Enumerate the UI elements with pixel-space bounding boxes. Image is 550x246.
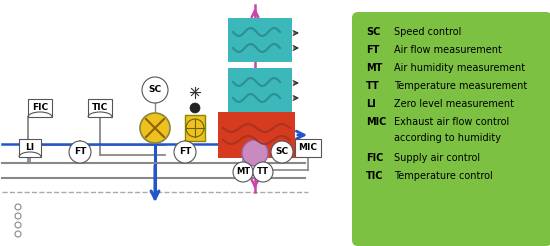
Circle shape <box>242 140 268 166</box>
Bar <box>228 68 292 112</box>
Circle shape <box>233 162 253 182</box>
Text: FIC: FIC <box>32 104 48 112</box>
Circle shape <box>140 113 170 143</box>
Text: Supply air control: Supply air control <box>394 153 480 163</box>
Text: TT: TT <box>257 168 269 176</box>
Circle shape <box>15 204 21 210</box>
Text: Speed control: Speed control <box>394 27 461 37</box>
Text: FIC: FIC <box>366 153 383 163</box>
Text: according to humidity: according to humidity <box>394 133 501 143</box>
Text: MIC: MIC <box>299 143 317 153</box>
Text: MT: MT <box>236 168 250 176</box>
Text: TIC: TIC <box>366 171 383 181</box>
Text: TT: TT <box>366 81 379 91</box>
Text: FT: FT <box>366 45 379 55</box>
Text: SC: SC <box>148 86 162 94</box>
Text: MT: MT <box>366 63 382 73</box>
Circle shape <box>253 162 273 182</box>
Circle shape <box>69 141 91 163</box>
Bar <box>28 99 52 117</box>
Circle shape <box>142 77 168 103</box>
Text: SC: SC <box>276 148 289 156</box>
Text: Temperature measurement: Temperature measurement <box>394 81 527 91</box>
Text: Zero level measurement: Zero level measurement <box>394 99 514 109</box>
Text: Temperature control: Temperature control <box>394 171 493 181</box>
Text: Air flow measurement: Air flow measurement <box>394 45 502 55</box>
Text: TIC: TIC <box>92 104 108 112</box>
Bar <box>218 112 295 158</box>
Bar <box>19 139 41 157</box>
Text: Exhaust air flow control: Exhaust air flow control <box>394 117 509 127</box>
Text: SC: SC <box>366 27 381 37</box>
FancyBboxPatch shape <box>352 12 550 246</box>
Circle shape <box>174 141 196 163</box>
Text: FT: FT <box>74 148 86 156</box>
Bar <box>295 139 321 157</box>
Bar <box>185 115 205 141</box>
Text: MIC: MIC <box>366 117 386 127</box>
Text: FT: FT <box>179 148 191 156</box>
Circle shape <box>271 141 293 163</box>
Circle shape <box>15 231 21 237</box>
Text: LI: LI <box>25 143 35 153</box>
Circle shape <box>15 222 21 228</box>
Bar <box>88 99 112 117</box>
Text: Air humidity measurement: Air humidity measurement <box>394 63 525 73</box>
Text: LI: LI <box>366 99 376 109</box>
Circle shape <box>190 103 200 113</box>
Bar <box>228 18 292 62</box>
Circle shape <box>15 213 21 219</box>
